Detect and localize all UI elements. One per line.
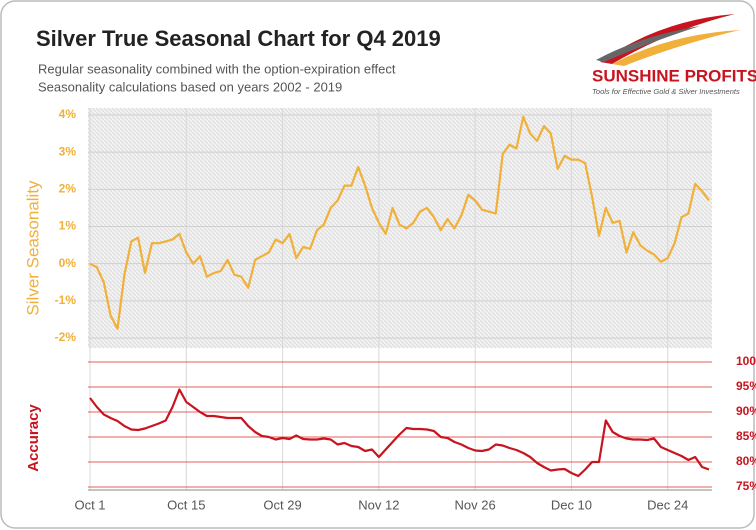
- x-tick-label: Oct 29: [263, 497, 301, 512]
- y-tick-label: 75%: [736, 479, 756, 493]
- y-tick-label: 1%: [59, 219, 77, 233]
- title: Silver True Seasonal Chart for Q4 2019: [36, 26, 441, 51]
- x-tick-label: Dec 24: [647, 497, 688, 512]
- y-tick-label: 100%: [736, 354, 756, 368]
- y-axis-title: Accuracy: [25, 404, 42, 472]
- y-axis-title: Silver Seasonality: [23, 180, 42, 316]
- logo-swoosh: [596, 26, 700, 62]
- y-tick-label: 2%: [59, 182, 77, 196]
- x-tick-label: Oct 15: [167, 497, 205, 512]
- data-line: [89, 388, 710, 478]
- x-tick-label: Dec 10: [551, 497, 592, 512]
- subtitle: Seasonality calculations based on years …: [38, 79, 342, 94]
- y-tick-label: -1%: [55, 293, 77, 307]
- y-tick-label: -2%: [55, 330, 77, 344]
- logo-tagline: Tools for Effective Gold & Silver Invest…: [592, 87, 740, 96]
- x-tick-label: Nov 12: [358, 497, 399, 512]
- logo-name: SUNSHINE PROFITS: [592, 66, 756, 85]
- x-tick-label: Oct 1: [74, 497, 105, 512]
- x-tick-label: Nov 26: [455, 497, 496, 512]
- y-tick-label: 80%: [736, 454, 756, 468]
- logo-swoosh: [612, 30, 740, 66]
- data-line: [89, 115, 710, 330]
- plot-background: [88, 108, 712, 348]
- subtitle: Regular seasonality combined with the op…: [38, 61, 396, 76]
- y-tick-label: 95%: [736, 379, 756, 393]
- y-tick-label: 4%: [59, 107, 77, 121]
- logo: SUNSHINE PROFITS Tools for Effective Gol…: [592, 14, 756, 96]
- logo-swoosh: [600, 14, 735, 64]
- y-tick-label: 85%: [736, 429, 756, 443]
- y-tick-label: 3%: [59, 144, 77, 158]
- y-tick-label: 90%: [736, 404, 756, 418]
- y-tick-label: 0%: [59, 256, 77, 270]
